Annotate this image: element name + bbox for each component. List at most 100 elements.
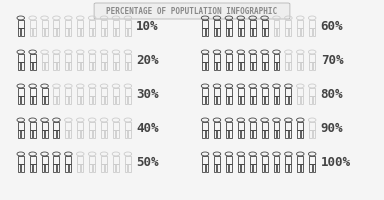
Bar — [214, 156, 220, 164]
Bar — [81, 62, 83, 70]
Bar — [285, 28, 288, 36]
Bar — [113, 88, 119, 96]
Bar — [250, 164, 252, 172]
Bar — [101, 164, 104, 172]
Bar — [65, 122, 71, 130]
Bar — [241, 62, 244, 70]
Bar — [226, 130, 228, 138]
Bar — [18, 20, 24, 28]
Bar — [116, 28, 119, 36]
Bar — [101, 20, 107, 28]
Bar — [41, 54, 48, 62]
Bar — [18, 164, 20, 172]
Bar — [116, 164, 119, 172]
Bar — [301, 28, 303, 36]
Bar — [226, 122, 232, 130]
Bar — [262, 28, 264, 36]
Bar — [297, 20, 303, 28]
Bar — [30, 54, 36, 62]
Bar — [128, 62, 131, 70]
Bar — [21, 130, 24, 138]
Bar — [285, 62, 288, 70]
Bar — [53, 96, 56, 104]
Text: 90%: 90% — [321, 122, 343, 136]
Bar — [18, 156, 24, 164]
Bar — [89, 164, 92, 172]
Bar — [69, 96, 71, 104]
Bar — [30, 20, 36, 28]
Bar — [77, 122, 83, 130]
Bar — [57, 62, 60, 70]
Bar — [18, 54, 24, 62]
Bar — [309, 122, 315, 130]
Bar — [277, 130, 280, 138]
Bar — [65, 20, 71, 28]
Bar — [262, 164, 264, 172]
Bar — [229, 130, 232, 138]
Bar — [301, 96, 303, 104]
Bar — [41, 164, 44, 172]
Bar — [41, 156, 48, 164]
Bar — [205, 28, 208, 36]
Bar — [101, 62, 104, 70]
Bar — [250, 130, 252, 138]
Bar — [238, 54, 244, 62]
Bar — [41, 96, 44, 104]
Bar — [273, 88, 280, 96]
Bar — [30, 122, 36, 130]
Bar — [301, 130, 303, 138]
Bar — [53, 164, 56, 172]
Bar — [89, 88, 95, 96]
Bar — [202, 156, 208, 164]
Bar — [253, 96, 256, 104]
Bar — [309, 164, 312, 172]
Bar — [229, 164, 232, 172]
Bar — [101, 54, 107, 62]
Bar — [125, 20, 131, 28]
Bar — [214, 20, 220, 28]
Bar — [285, 88, 291, 96]
Bar — [273, 164, 276, 172]
Bar — [65, 88, 71, 96]
Bar — [285, 130, 288, 138]
Bar — [285, 156, 291, 164]
Bar — [202, 28, 205, 36]
Bar — [21, 62, 24, 70]
Text: 70%: 70% — [321, 54, 343, 68]
Bar — [250, 88, 256, 96]
Bar — [273, 62, 276, 70]
Bar — [205, 96, 208, 104]
Bar — [205, 164, 208, 172]
Bar — [30, 164, 32, 172]
Bar — [202, 164, 205, 172]
Bar — [285, 96, 288, 104]
Bar — [273, 122, 280, 130]
Bar — [77, 28, 80, 36]
Bar — [45, 28, 48, 36]
Bar — [309, 20, 315, 28]
Bar — [217, 164, 220, 172]
Bar — [41, 122, 48, 130]
Bar — [226, 54, 232, 62]
Bar — [33, 28, 36, 36]
Bar — [250, 20, 256, 28]
Bar — [77, 54, 83, 62]
Bar — [226, 62, 228, 70]
Bar — [101, 130, 104, 138]
Bar — [33, 164, 36, 172]
Bar — [217, 96, 220, 104]
Bar — [285, 122, 291, 130]
Bar — [297, 88, 303, 96]
Bar — [53, 130, 56, 138]
Bar — [101, 96, 104, 104]
Bar — [250, 54, 256, 62]
Bar — [309, 88, 315, 96]
Bar — [238, 96, 240, 104]
Bar — [18, 96, 20, 104]
Bar — [309, 54, 315, 62]
Bar — [113, 28, 116, 36]
Bar — [93, 164, 95, 172]
Bar — [65, 96, 68, 104]
Bar — [101, 28, 104, 36]
Bar — [285, 164, 288, 172]
